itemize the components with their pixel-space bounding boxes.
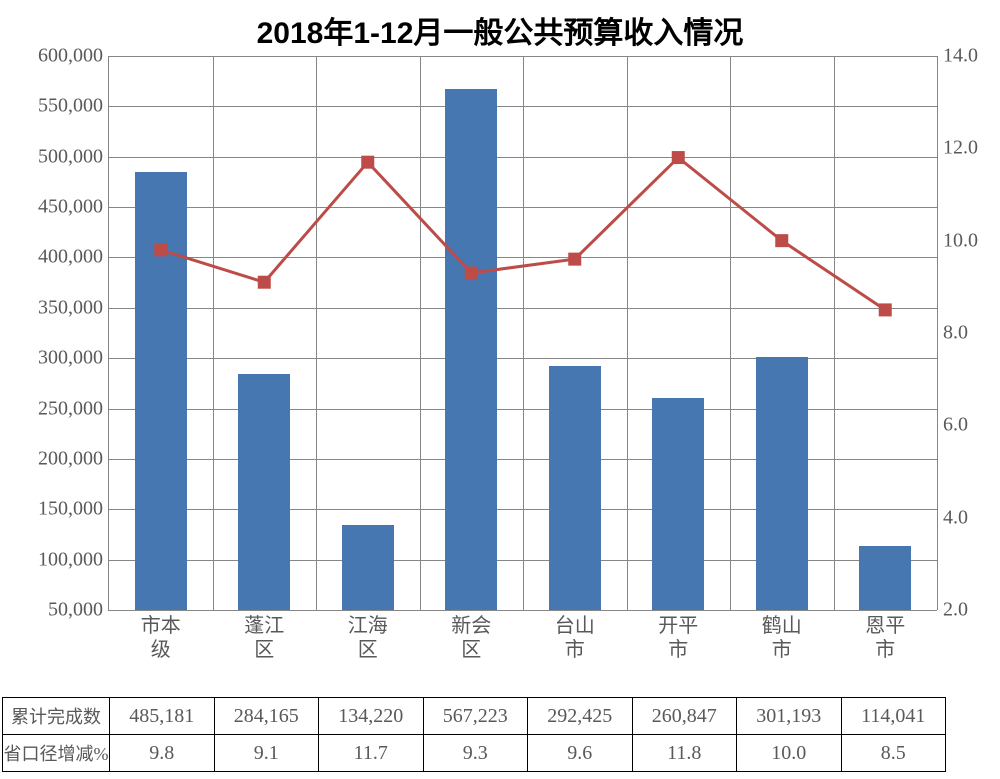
xtick-label: 江海区 bbox=[348, 614, 388, 662]
line-marker bbox=[568, 253, 581, 266]
ytick-left: 250,000 bbox=[38, 397, 103, 420]
ytick-right: 2.0 bbox=[943, 599, 968, 622]
ytick-left: 450,000 bbox=[38, 196, 103, 219]
ytick-right: 12.0 bbox=[943, 137, 978, 160]
ytick-right: 6.0 bbox=[943, 414, 968, 437]
line-series bbox=[109, 56, 937, 610]
line-marker bbox=[879, 303, 892, 316]
table-cell: 9.3 bbox=[423, 735, 528, 772]
xtick-label: 台山市 bbox=[555, 614, 595, 662]
ytick-left: 200,000 bbox=[38, 447, 103, 470]
table-cell: 9.1 bbox=[214, 735, 319, 772]
ytick-right: 8.0 bbox=[943, 322, 968, 345]
xtick-label: 新会区 bbox=[451, 614, 491, 662]
chart-container: 2018年1-12月一般公共预算收入情况 50,000100,000150,00… bbox=[0, 0, 1000, 779]
line-marker bbox=[258, 276, 271, 289]
table-cell: 134,220 bbox=[319, 698, 424, 735]
plot-area: 50,000100,000150,000200,000250,000300,00… bbox=[108, 56, 937, 611]
ytick-right: 14.0 bbox=[943, 45, 978, 68]
ytick-right: 4.0 bbox=[943, 506, 968, 529]
xtick-label: 鹤山市 bbox=[762, 614, 802, 662]
ytick-left: 500,000 bbox=[38, 145, 103, 168]
ytick-left: 100,000 bbox=[38, 548, 103, 571]
plot-right-border bbox=[937, 56, 938, 610]
table-cell: 284,165 bbox=[214, 698, 319, 735]
table-row-label: 累计完成数 bbox=[3, 698, 110, 735]
xtick-label: 蓬江区 bbox=[244, 614, 284, 662]
table-cell: 485,181 bbox=[110, 698, 215, 735]
table-cell: 260,847 bbox=[632, 698, 737, 735]
ytick-right: 10.0 bbox=[943, 229, 978, 252]
ytick-left: 150,000 bbox=[38, 498, 103, 521]
line-marker bbox=[154, 243, 167, 256]
table-cell: 114,041 bbox=[841, 698, 946, 735]
ytick-left: 350,000 bbox=[38, 296, 103, 319]
table-cell: 301,193 bbox=[737, 698, 842, 735]
table-cell: 9.8 bbox=[110, 735, 215, 772]
line-marker bbox=[361, 156, 374, 169]
ytick-left: 550,000 bbox=[38, 95, 103, 118]
line-marker bbox=[672, 151, 685, 164]
line-marker bbox=[465, 266, 478, 279]
chart-title: 2018年1-12月一般公共预算收入情况 bbox=[0, 8, 1000, 52]
ytick-left: 400,000 bbox=[38, 246, 103, 269]
table-row-label: 省口径增减% bbox=[3, 735, 110, 772]
table-cell: 8.5 bbox=[841, 735, 946, 772]
xtick-label: 恩平市 bbox=[865, 614, 905, 662]
table-cell: 567,223 bbox=[423, 698, 528, 735]
xtick-label: 市本级 bbox=[141, 614, 181, 662]
table-cell: 292,425 bbox=[528, 698, 633, 735]
table-cell: 9.6 bbox=[528, 735, 633, 772]
table-cell: 11.7 bbox=[319, 735, 424, 772]
ytick-left: 50,000 bbox=[48, 599, 103, 622]
data-table: 累计完成数485,181284,165134,220567,223292,425… bbox=[2, 697, 946, 772]
ytick-left: 600,000 bbox=[38, 45, 103, 68]
xtick-label: 开平市 bbox=[658, 614, 698, 662]
table-cell: 11.8 bbox=[632, 735, 737, 772]
line-marker bbox=[775, 234, 788, 247]
ytick-left: 300,000 bbox=[38, 347, 103, 370]
table-cell: 10.0 bbox=[737, 735, 842, 772]
